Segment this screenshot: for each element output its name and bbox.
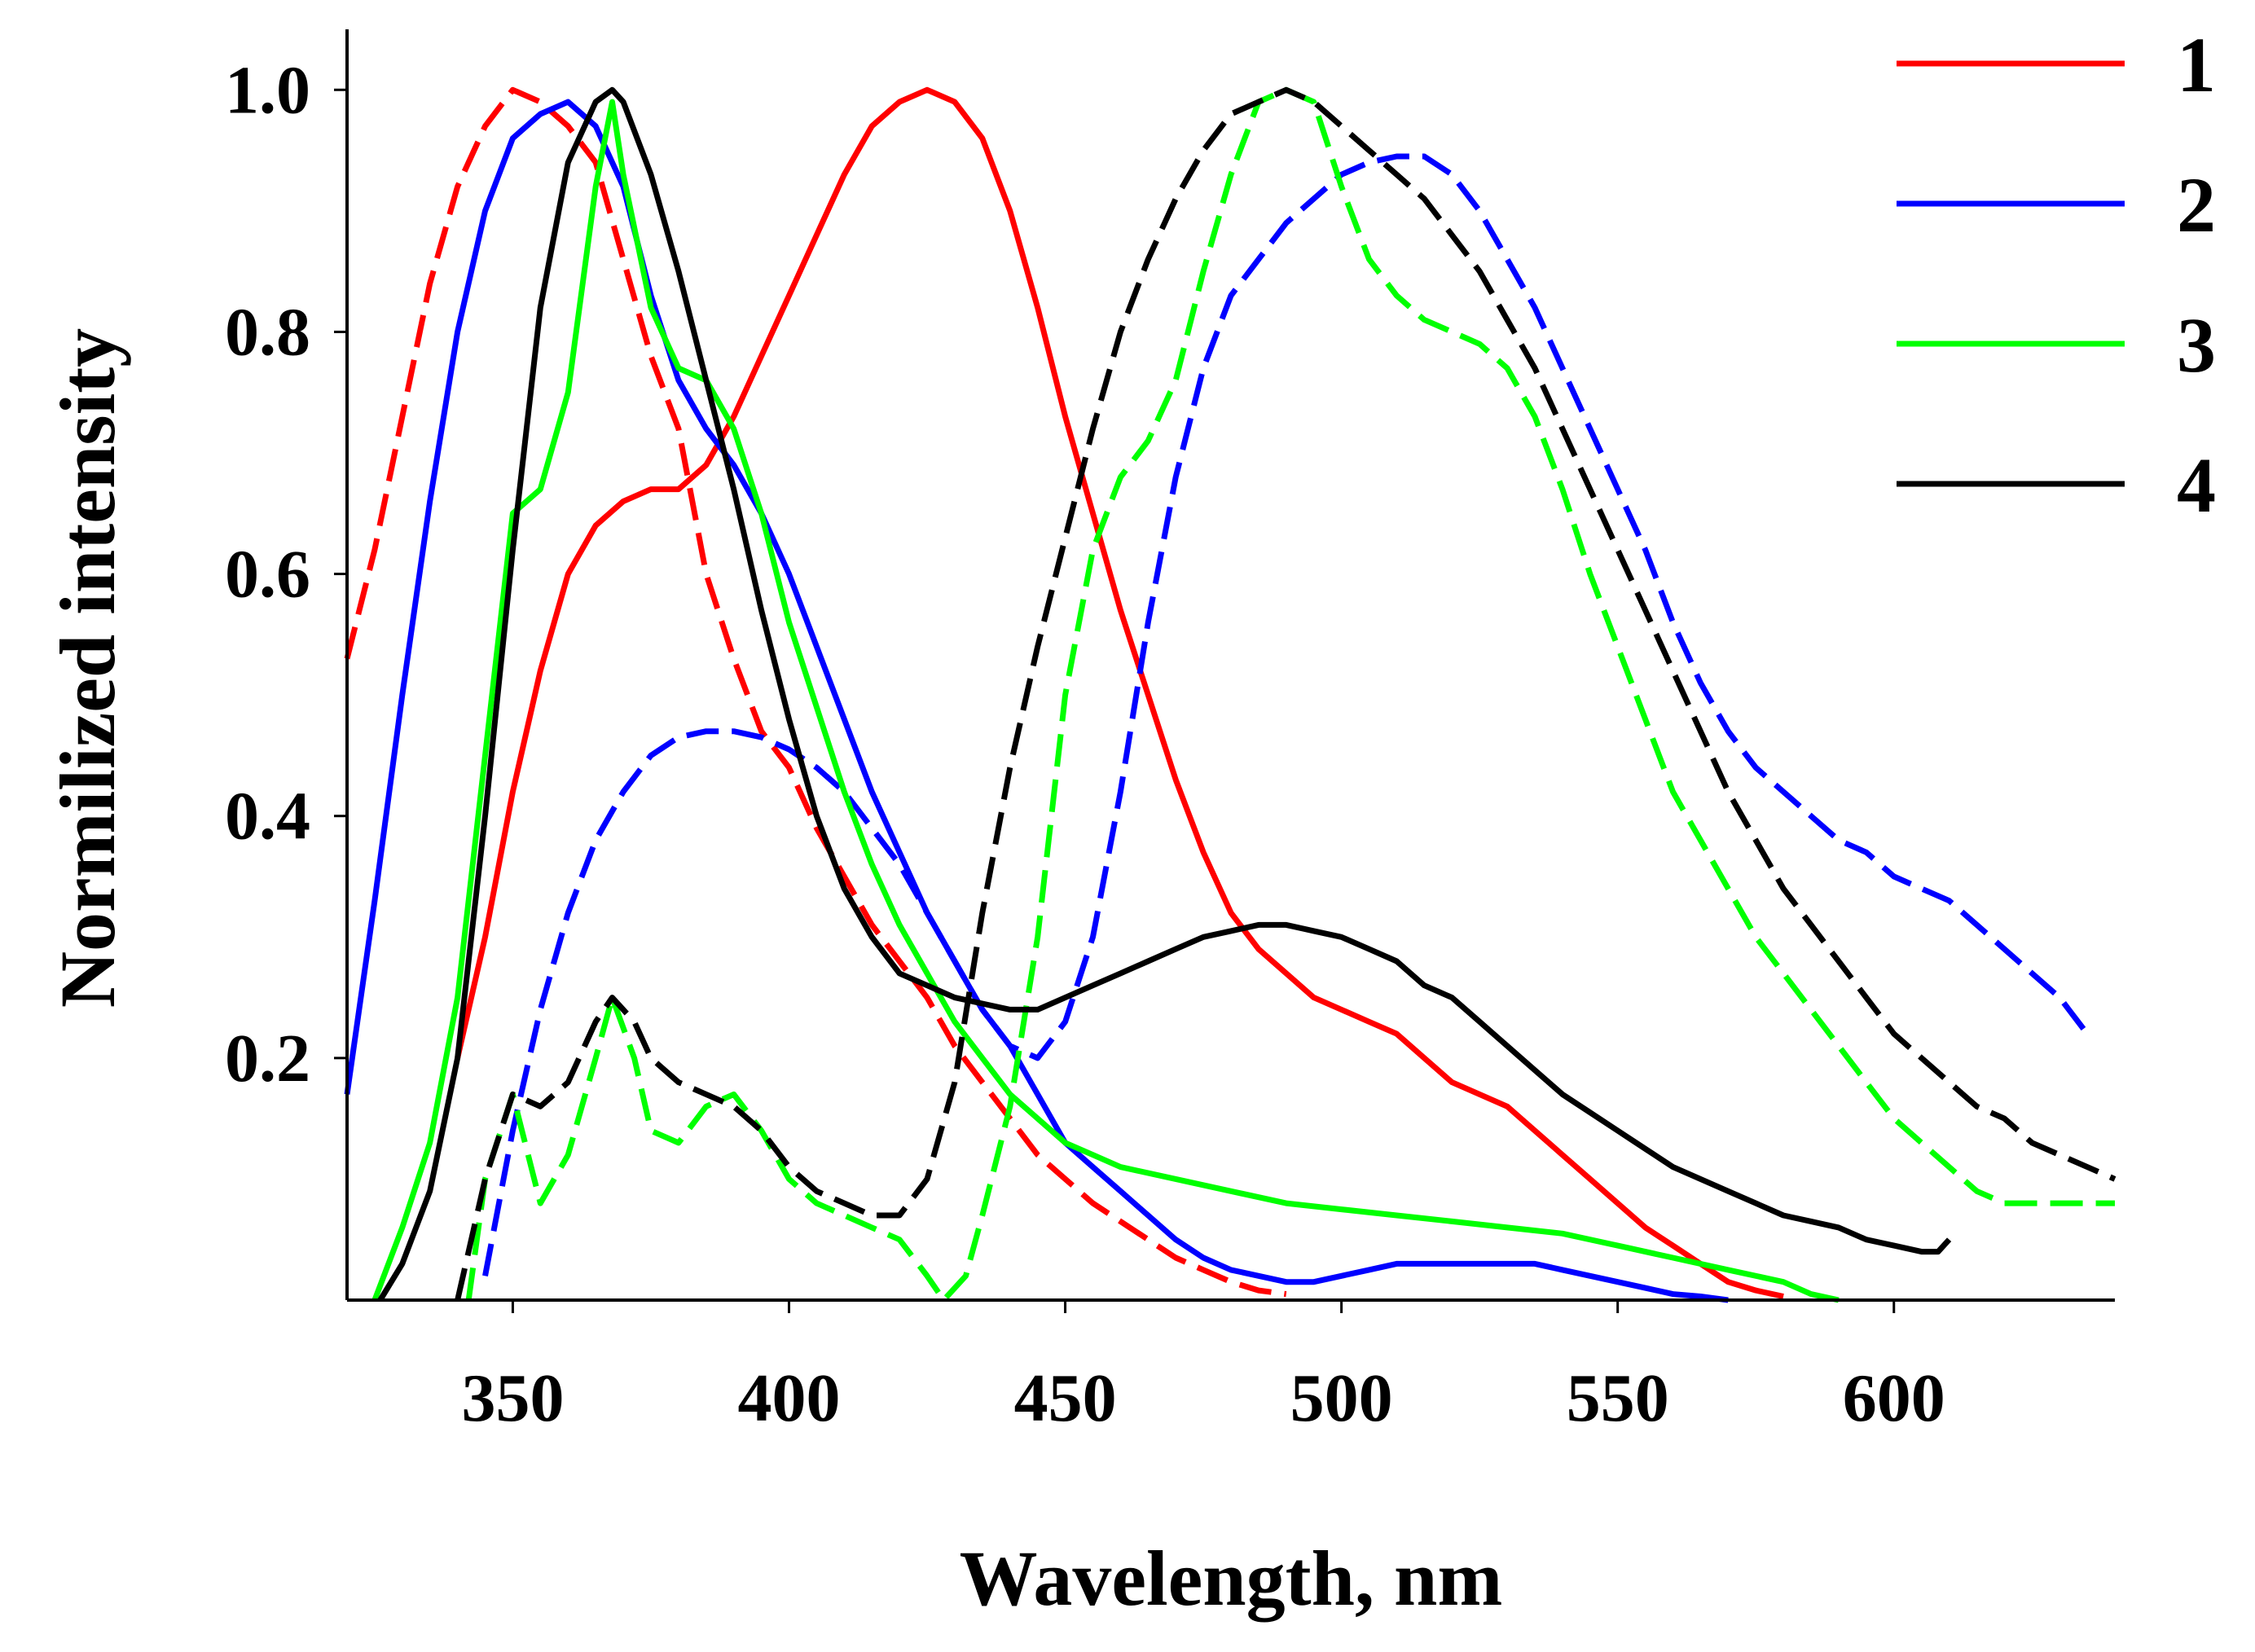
x-tick-label: 550: [1567, 1360, 1669, 1436]
series-3-excitation-line: [371, 99, 1840, 1303]
legend: 1 2 3 4: [1897, 21, 2216, 529]
x-tick-label: 350: [461, 1360, 564, 1436]
series-1-emission-line: [455, 86, 1784, 1299]
series-1-excitation-line: [344, 86, 1287, 1298]
legend-label-3: 3: [2177, 301, 2216, 389]
legend-label-1: 1: [2177, 21, 2216, 108]
plot-lines: [344, 86, 2117, 1303]
series-2-excitation-line: [344, 99, 1729, 1303]
x-tick-label: 400: [738, 1360, 841, 1436]
x-tick-label: 600: [1843, 1360, 1945, 1436]
x-tick-label: 450: [1014, 1360, 1117, 1436]
series-2-emission-line: [482, 153, 2090, 1276]
series-4-excitation-line: [377, 86, 1952, 1302]
x-axis-title: Wavelength, nm: [960, 1535, 1503, 1622]
x-ticks: 350 400 450 500 550 600: [461, 1300, 1945, 1436]
legend-label-4: 4: [2177, 442, 2216, 529]
x-tick-label: 500: [1290, 1360, 1393, 1436]
y-tick-label: 0.8: [225, 294, 310, 370]
series-3-emission-line: [465, 86, 2115, 1303]
y-tick-label: 0.4: [225, 779, 310, 855]
y-tick-label: 1.0: [225, 52, 310, 128]
y-tick-label: 0.6: [225, 537, 310, 613]
axes: [345, 29, 2115, 1302]
series-4-emission-line: [455, 86, 2117, 1301]
y-axis-title: Normilized intensity: [44, 328, 131, 1008]
y-tick-label: 0.2: [225, 1021, 310, 1096]
legend-label-2: 2: [2177, 161, 2216, 248]
y-ticks: 0.2 0.4 0.6 0.8 1.0: [225, 52, 347, 1096]
